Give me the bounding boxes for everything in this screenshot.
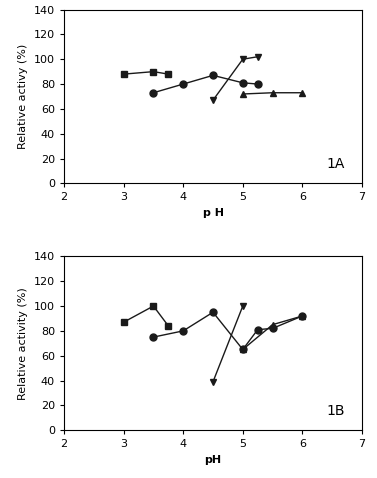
Y-axis label: Relative activity (%): Relative activity (%) bbox=[18, 287, 28, 400]
Text: 1A: 1A bbox=[326, 157, 345, 171]
X-axis label: pH: pH bbox=[204, 455, 222, 465]
Y-axis label: Relative activy (%): Relative activy (%) bbox=[18, 44, 28, 149]
X-axis label: p H: p H bbox=[202, 208, 224, 218]
Text: 1B: 1B bbox=[326, 404, 345, 418]
